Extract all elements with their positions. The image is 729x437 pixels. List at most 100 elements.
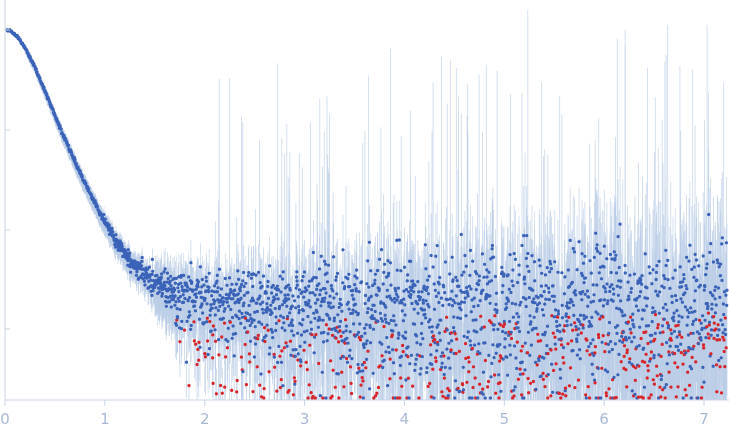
data-point bbox=[204, 275, 208, 279]
data-point bbox=[535, 307, 539, 311]
data-point bbox=[281, 277, 285, 281]
data-point bbox=[335, 292, 339, 296]
data-point bbox=[384, 320, 388, 324]
data-point bbox=[503, 337, 507, 341]
data-point bbox=[559, 337, 563, 341]
data-point bbox=[331, 289, 335, 293]
data-point bbox=[221, 296, 225, 300]
negative-data-point bbox=[683, 388, 687, 392]
data-point bbox=[421, 298, 425, 302]
data-point bbox=[151, 269, 155, 273]
negative-data-point bbox=[456, 386, 460, 390]
negative-data-point bbox=[205, 316, 209, 320]
data-point bbox=[634, 304, 639, 308]
data-point bbox=[295, 279, 299, 283]
negative-data-point bbox=[659, 354, 663, 358]
data-point bbox=[592, 353, 596, 357]
negative-data-point bbox=[625, 348, 629, 352]
data-point bbox=[409, 293, 413, 297]
negative-data-point bbox=[219, 383, 223, 388]
negative-data-point bbox=[282, 346, 286, 350]
data-point bbox=[574, 293, 578, 297]
data-point bbox=[590, 362, 594, 366]
data-point bbox=[437, 331, 441, 335]
data-point bbox=[555, 319, 559, 324]
data-point bbox=[256, 270, 261, 274]
data-point bbox=[113, 242, 117, 247]
negative-data-point bbox=[643, 360, 647, 364]
data-point bbox=[517, 273, 521, 277]
negative-data-point bbox=[554, 362, 558, 366]
data-point bbox=[169, 305, 173, 309]
data-point bbox=[556, 309, 560, 313]
data-point bbox=[531, 288, 535, 292]
data-point bbox=[640, 317, 644, 321]
data-point bbox=[606, 342, 611, 346]
data-point bbox=[611, 299, 615, 303]
data-point bbox=[338, 319, 343, 323]
negative-data-point bbox=[686, 349, 690, 353]
negative-data-point bbox=[539, 339, 543, 343]
data-point bbox=[454, 275, 458, 279]
data-point bbox=[564, 312, 568, 316]
data-point bbox=[208, 313, 212, 317]
negative-data-point bbox=[440, 390, 444, 394]
data-point bbox=[629, 290, 633, 294]
data-point bbox=[280, 326, 284, 330]
data-point bbox=[437, 300, 441, 305]
data-point bbox=[612, 250, 616, 254]
data-point bbox=[204, 289, 208, 293]
data-point bbox=[365, 310, 369, 315]
data-point bbox=[301, 318, 305, 322]
data-point bbox=[327, 263, 331, 267]
data-point bbox=[291, 348, 295, 352]
negative-data-point bbox=[222, 321, 227, 325]
data-point bbox=[623, 313, 627, 317]
data-point bbox=[653, 331, 657, 335]
data-point bbox=[222, 309, 226, 313]
data-point bbox=[424, 288, 428, 292]
data-point bbox=[673, 268, 677, 272]
data-point bbox=[219, 287, 223, 291]
negative-data-point bbox=[426, 384, 430, 388]
data-point bbox=[289, 353, 293, 357]
data-point bbox=[306, 301, 310, 306]
data-point bbox=[463, 296, 467, 300]
data-point bbox=[397, 333, 401, 337]
data-point bbox=[258, 294, 262, 298]
data-point bbox=[611, 287, 616, 291]
data-point bbox=[371, 371, 375, 375]
data-point bbox=[671, 315, 676, 319]
negative-data-point bbox=[327, 327, 331, 331]
data-point bbox=[134, 273, 138, 277]
data-point bbox=[212, 302, 216, 306]
negative-data-point bbox=[309, 391, 313, 395]
data-point bbox=[650, 320, 654, 324]
negative-data-point bbox=[576, 378, 581, 382]
data-point bbox=[294, 286, 298, 290]
data-point bbox=[386, 345, 391, 349]
data-point bbox=[631, 312, 635, 316]
data-point bbox=[160, 291, 164, 296]
data-point bbox=[477, 279, 481, 283]
data-point bbox=[234, 300, 238, 304]
negative-data-point bbox=[624, 368, 628, 372]
data-point bbox=[355, 268, 359, 272]
data-point bbox=[672, 329, 677, 333]
data-point bbox=[440, 365, 444, 369]
data-point bbox=[403, 336, 407, 340]
data-point bbox=[238, 285, 243, 289]
negative-data-point bbox=[273, 365, 277, 369]
negative-data-point bbox=[345, 356, 349, 361]
data-point bbox=[520, 360, 524, 364]
data-point bbox=[383, 317, 387, 321]
negative-data-point bbox=[284, 341, 288, 345]
data-point bbox=[193, 300, 197, 304]
negative-data-point bbox=[439, 368, 443, 372]
data-point bbox=[324, 396, 328, 400]
data-point bbox=[668, 344, 672, 348]
data-point bbox=[443, 365, 447, 369]
data-point bbox=[227, 276, 232, 280]
data-point bbox=[298, 344, 302, 348]
data-point bbox=[593, 378, 597, 382]
